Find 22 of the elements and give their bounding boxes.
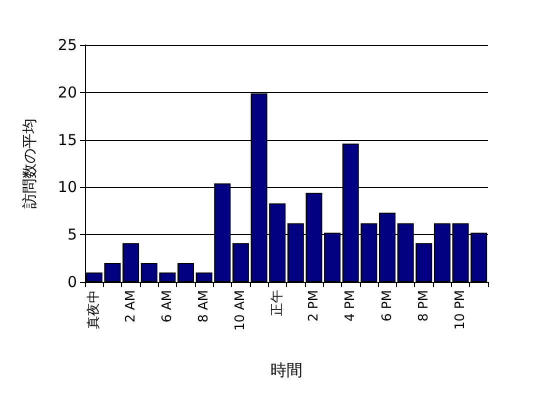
bar bbox=[232, 243, 249, 282]
x-tick-label: 6 PM bbox=[380, 290, 395, 322]
x-axis-title: 時間 bbox=[270, 360, 302, 380]
x-tick-label: 正午 bbox=[270, 290, 285, 316]
x-tick-label: 2 PM bbox=[306, 290, 322, 322]
x-tick-label: 2 AM bbox=[123, 290, 138, 323]
y-axis-title: 訪問数の平均 bbox=[20, 118, 38, 208]
y-tick-label: 0 bbox=[67, 273, 77, 291]
y-tick-label: 10 bbox=[58, 178, 77, 196]
x-tick-label: 6 AM bbox=[160, 290, 175, 323]
x-tick-label: 8 PM bbox=[416, 290, 432, 322]
x-tick-label: 4 PM bbox=[343, 290, 358, 322]
x-tick-label: 真夜中 bbox=[86, 290, 102, 329]
y-tick-label: 25 bbox=[58, 36, 77, 54]
y-tick-label: 20 bbox=[58, 83, 77, 102]
y-tick-label: 5 bbox=[67, 226, 77, 244]
y-tick-label: 15 bbox=[58, 130, 77, 149]
x-tick-label: 10 PM bbox=[453, 290, 468, 330]
x-tick-label: 8 AM bbox=[196, 290, 212, 323]
bar bbox=[178, 263, 194, 282]
x-tick-label: 10 AM bbox=[233, 290, 248, 331]
bar bbox=[122, 243, 140, 282]
